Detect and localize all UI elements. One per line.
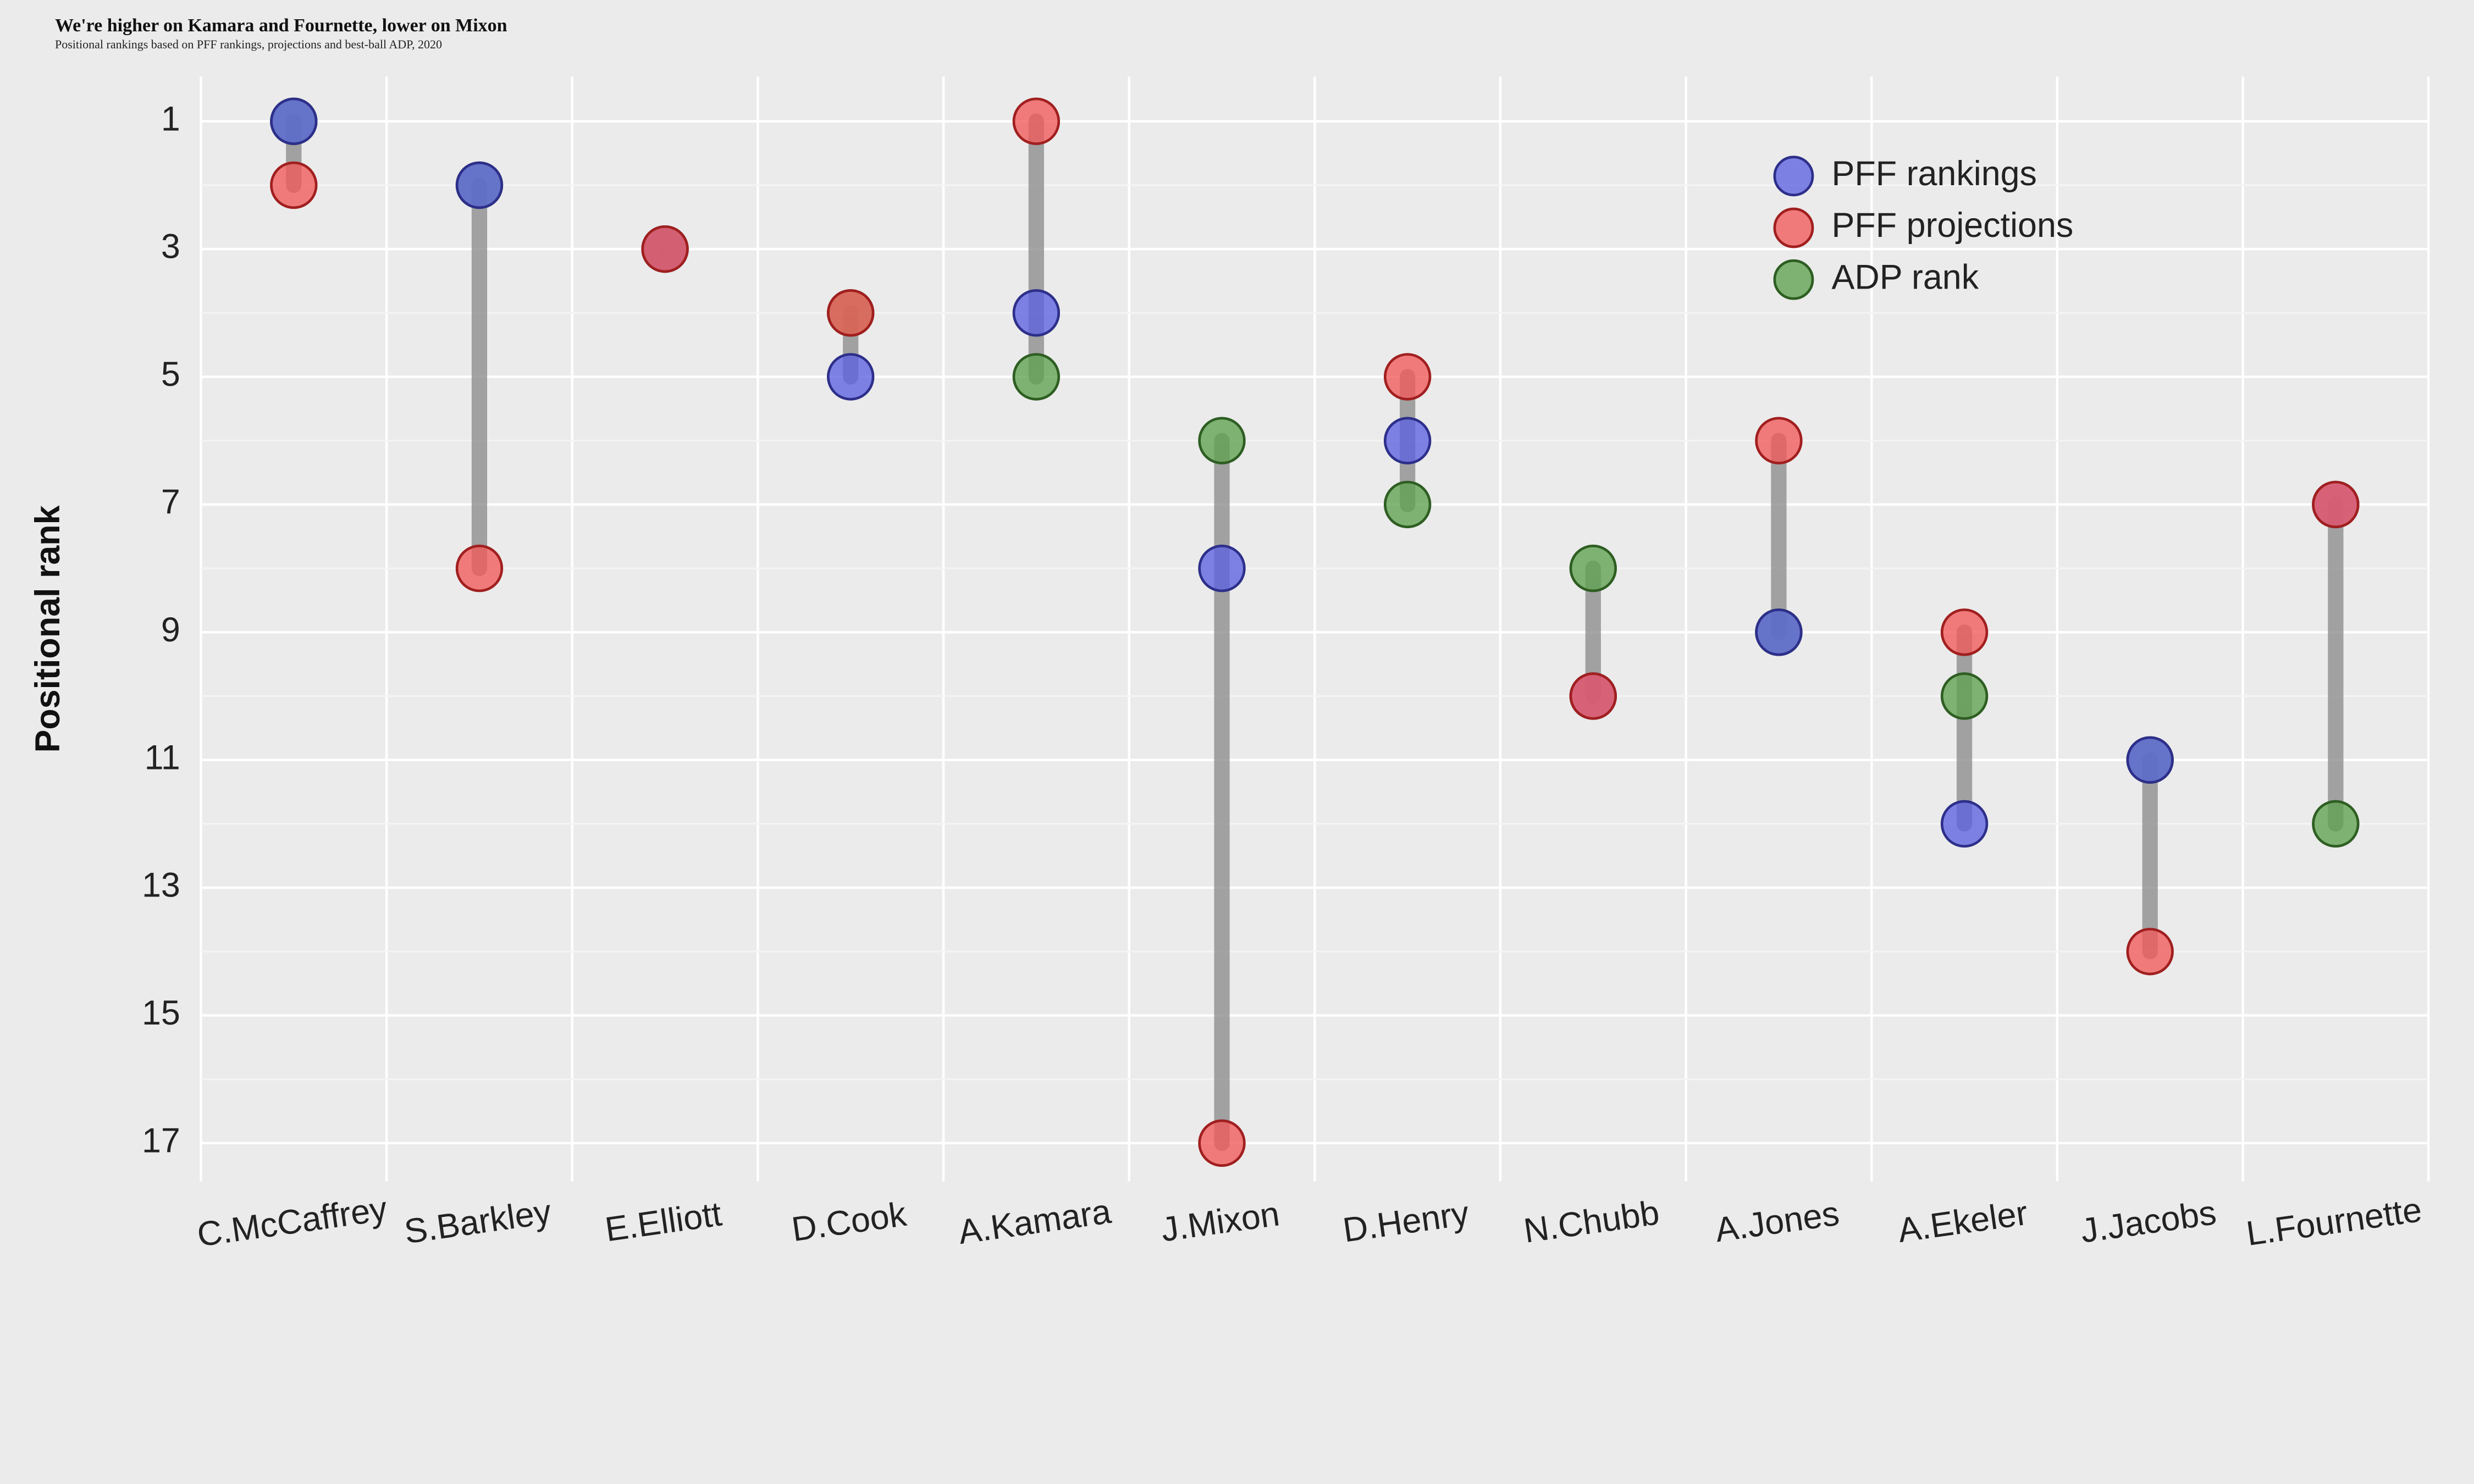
dot-rankings bbox=[2128, 738, 2173, 783]
legend-dot-adp bbox=[1775, 261, 1813, 298]
dot-adp bbox=[1571, 546, 1616, 591]
y-tick-label: 7 bbox=[161, 483, 180, 521]
legend-label-rankings: PFF rankings bbox=[1832, 154, 2037, 193]
y-tick-label: 9 bbox=[161, 611, 180, 649]
dot-projections bbox=[1200, 1121, 1245, 1166]
dot-projections bbox=[828, 290, 873, 335]
x-tick-label: C.McCaffrey bbox=[195, 1189, 390, 1254]
x-tick-label: N.Chubb bbox=[1521, 1193, 1661, 1250]
dot-rankings bbox=[1200, 546, 1245, 591]
dot-rankings bbox=[457, 163, 502, 208]
y-tick-label: 11 bbox=[145, 738, 180, 777]
range-dot-chart: 1357911131517Positional rankC.McCaffreyS… bbox=[11, 59, 2463, 1302]
dot-adp bbox=[1200, 418, 1245, 463]
chart-title: We're higher on Kamara and Fournette, lo… bbox=[55, 15, 2463, 36]
dot-projections bbox=[2313, 482, 2359, 527]
dot-projections bbox=[1385, 355, 1430, 400]
y-tick-label: 17 bbox=[142, 1121, 180, 1160]
x-tick-label: E.Elliott bbox=[603, 1195, 724, 1249]
dot-projections bbox=[1942, 610, 1987, 655]
dot-projections bbox=[2128, 929, 2173, 974]
page: We're higher on Kamara and Fournette, lo… bbox=[0, 0, 2474, 1308]
dot-projections bbox=[457, 546, 502, 591]
x-tick-label: D.Henry bbox=[1340, 1194, 1471, 1249]
chart-container: 1357911131517Positional rankC.McCaffreyS… bbox=[11, 59, 2463, 1302]
chart-subtitle: Positional rankings based on PFF ranking… bbox=[55, 37, 2463, 52]
dot-adp bbox=[1014, 355, 1059, 400]
y-tick-label: 1 bbox=[161, 99, 180, 138]
dot-rankings bbox=[1014, 290, 1059, 335]
dot-adp bbox=[1385, 482, 1430, 527]
legend-label-adp: ADP rank bbox=[1832, 258, 1979, 296]
dot-rankings bbox=[828, 355, 873, 400]
x-tick-label: A.Ekeler bbox=[1896, 1194, 2030, 1250]
legend-dot-rankings bbox=[1775, 157, 1813, 195]
dot-projections bbox=[1014, 99, 1059, 144]
dot-projections bbox=[643, 226, 688, 272]
dot-rankings bbox=[271, 99, 316, 144]
dot-projections bbox=[1571, 674, 1616, 719]
y-tick-label: 13 bbox=[142, 866, 180, 905]
dot-projections bbox=[271, 163, 316, 208]
y-axis-label: Positional rank bbox=[29, 505, 67, 752]
x-tick-label: L.Fournette bbox=[2244, 1190, 2425, 1253]
dot-rankings bbox=[1942, 801, 1987, 846]
dot-projections bbox=[1757, 418, 1802, 463]
x-tick-label: J.Mixon bbox=[1159, 1194, 1282, 1249]
x-tick-label: J.Jacobs bbox=[2078, 1193, 2218, 1250]
x-tick-label: A.Kamara bbox=[956, 1192, 1113, 1252]
legend-label-projections: PFF projections bbox=[1832, 206, 2074, 245]
x-tick-label: D.Cook bbox=[789, 1195, 909, 1249]
legend-dot-projections bbox=[1775, 209, 1813, 247]
y-tick-label: 15 bbox=[142, 994, 180, 1032]
dot-adp bbox=[1942, 674, 1987, 719]
dot-rankings bbox=[1385, 418, 1430, 463]
y-tick-label: 3 bbox=[161, 228, 180, 266]
x-tick-label: S.Barkley bbox=[402, 1193, 554, 1252]
x-tick-label: A.Jones bbox=[1713, 1194, 1841, 1250]
dot-rankings bbox=[1757, 610, 1802, 655]
y-tick-label: 5 bbox=[161, 355, 180, 394]
dot-adp bbox=[2313, 801, 2359, 846]
